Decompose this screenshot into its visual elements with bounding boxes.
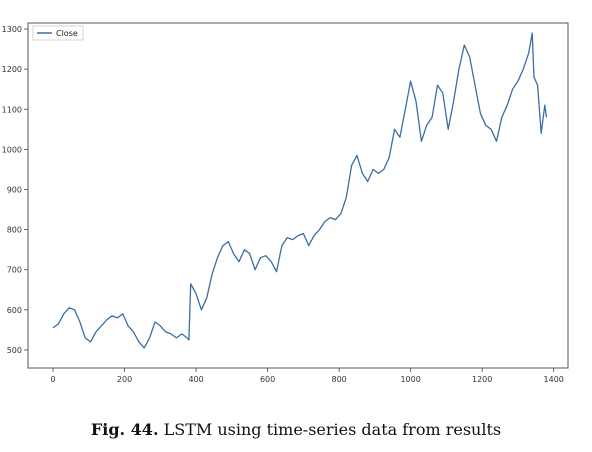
plot-area-frame bbox=[27, 22, 569, 369]
x-tick-label: 800 bbox=[331, 375, 346, 384]
y-tick-label: 1000 bbox=[2, 145, 22, 154]
y-tick-label: 600 bbox=[7, 306, 22, 315]
axis-ticks: 0 200 400 600 800 1000 1200 1400 500 600 700 800 900… bbox=[2, 25, 564, 384]
caption-text: LSTM using time-series data from results bbox=[163, 420, 502, 439]
x-tick-label: 400 bbox=[188, 375, 203, 384]
y-tick-label: 1100 bbox=[2, 105, 22, 114]
x-tick-label: 1000 bbox=[400, 375, 420, 384]
y-tick-label: 800 bbox=[7, 226, 22, 235]
x-tick-label: 1400 bbox=[544, 375, 564, 384]
figure-caption: Fig. 44. LSTM using time-series data fro… bbox=[0, 420, 592, 439]
close-series-line bbox=[52, 32, 548, 349]
y-tick-label: 700 bbox=[7, 266, 22, 275]
legend: Close bbox=[32, 25, 84, 41]
y-tick-label: 900 bbox=[7, 185, 22, 194]
y-tick-label: 1200 bbox=[2, 65, 22, 74]
legend-label-close: Close bbox=[56, 29, 78, 38]
legend-box bbox=[32, 25, 84, 41]
figure-number: Fig. 44. bbox=[90, 420, 159, 439]
y-tick-label: 1300 bbox=[2, 25, 22, 34]
x-tick-label: 200 bbox=[117, 375, 132, 384]
y-tick-label: 500 bbox=[7, 346, 22, 355]
x-tick-label: 600 bbox=[260, 375, 275, 384]
x-tick-label: 0 bbox=[50, 375, 55, 384]
x-tick-label: 1200 bbox=[472, 375, 492, 384]
